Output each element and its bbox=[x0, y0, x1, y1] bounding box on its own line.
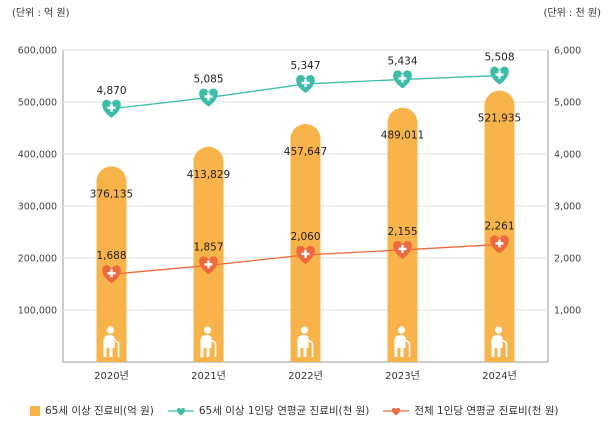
y-right-tick-label: 3,000 bbox=[554, 202, 581, 213]
heart-plus-icon bbox=[393, 240, 412, 259]
elderly-person-icon bbox=[200, 326, 217, 357]
x-category-label: 2020년 bbox=[94, 370, 129, 382]
heart-plus-icon bbox=[199, 88, 218, 107]
y-right-tick-label: 6,000 bbox=[554, 46, 581, 57]
heart-plus-icon bbox=[199, 256, 218, 275]
line-value-label: 2,155 bbox=[387, 226, 417, 238]
legend-label-teal-line: 65세 이상 1인당 연평균 진료비(천 원) bbox=[198, 405, 370, 417]
legend-orange-line-swatch bbox=[383, 405, 410, 417]
x-category-label: 2021년 bbox=[191, 370, 226, 382]
y-left-tick-label: 400,000 bbox=[18, 150, 57, 161]
legend-teal-line-swatch bbox=[167, 405, 194, 417]
elderly-person-icon bbox=[103, 326, 120, 357]
line-value-label: 4,870 bbox=[96, 85, 126, 97]
y-right-tick-label: 2,000 bbox=[554, 254, 581, 265]
heart-plus-icon bbox=[102, 265, 121, 284]
right-axis-unit: (단위 : 천 원) bbox=[543, 8, 601, 19]
bar-value-label: 489,011 bbox=[381, 130, 424, 142]
y-right-tick-label: 4,000 bbox=[554, 150, 581, 161]
y-left-tick-label: 600,000 bbox=[18, 46, 57, 57]
bar-value-label: 521,935 bbox=[478, 113, 521, 125]
line-value-label: 5,508 bbox=[484, 52, 514, 64]
bar bbox=[193, 146, 224, 362]
line-value-label: 1,688 bbox=[96, 250, 126, 262]
bar-value-label: 457,647 bbox=[284, 146, 327, 158]
y-left-tick-label: 200,000 bbox=[18, 254, 57, 265]
x-category-label: 2024년 bbox=[482, 370, 517, 382]
elderly-person-icon bbox=[491, 326, 508, 357]
bar-value-label: 376,135 bbox=[90, 188, 133, 200]
bar-value-label: 413,829 bbox=[187, 169, 230, 181]
left-axis-unit: (단위 : 억 원) bbox=[12, 8, 70, 19]
x-category-label: 2023년 bbox=[385, 370, 420, 382]
bar bbox=[387, 107, 418, 362]
y-right-tick-label: 1,000 bbox=[554, 306, 581, 317]
legend-item-teal-line: 65세 이상 1인당 연평균 진료비(천 원) bbox=[167, 403, 370, 418]
y-left-tick-label: 300,000 bbox=[18, 202, 57, 213]
y-right-tick-label: 5,000 bbox=[554, 98, 581, 109]
heart-plus-icon bbox=[490, 235, 509, 254]
elderly-person-icon bbox=[394, 326, 411, 357]
combo-chart: 600,000 500,000 400,000 300,000 200,000 100,0… bbox=[18, 46, 582, 383]
bar bbox=[290, 124, 321, 362]
legend-item-orange-line: 전체 1인당 연평균 진료비(천 원) bbox=[383, 403, 559, 418]
y-left-tick-label: 100,000 bbox=[18, 306, 57, 317]
bar bbox=[484, 90, 515, 362]
line-value-label: 5,085 bbox=[193, 74, 223, 86]
line-value-label: 5,347 bbox=[290, 60, 320, 72]
legend-bar-swatch bbox=[30, 405, 40, 416]
y-left-tick-label: 500,000 bbox=[18, 98, 57, 109]
legend-label-orange-line: 전체 1인당 연평균 진료비(천 원) bbox=[414, 405, 559, 417]
elderly-person-icon bbox=[297, 326, 314, 357]
legend: 65세 이상 진료비(억 원) 65세 이상 1인당 연평균 진료비(천 원) … bbox=[30, 403, 573, 418]
line-value-label: 2,060 bbox=[290, 231, 320, 243]
x-category-label: 2022년 bbox=[288, 370, 323, 382]
legend-label-bar: 65세 이상 진료비(억 원) bbox=[45, 405, 154, 417]
legend-item-bar: 65세 이상 진료비(억 원) bbox=[30, 403, 154, 418]
line-value-label: 2,261 bbox=[484, 220, 514, 232]
heart-plus-icon bbox=[490, 66, 509, 85]
line-value-label: 5,434 bbox=[387, 55, 417, 67]
heart-plus-icon bbox=[102, 99, 121, 118]
heart-plus-icon bbox=[296, 74, 315, 93]
line-value-label: 1,857 bbox=[193, 241, 223, 253]
heart-plus-icon bbox=[296, 245, 315, 264]
heart-plus-icon bbox=[393, 70, 412, 89]
bar bbox=[96, 166, 127, 362]
